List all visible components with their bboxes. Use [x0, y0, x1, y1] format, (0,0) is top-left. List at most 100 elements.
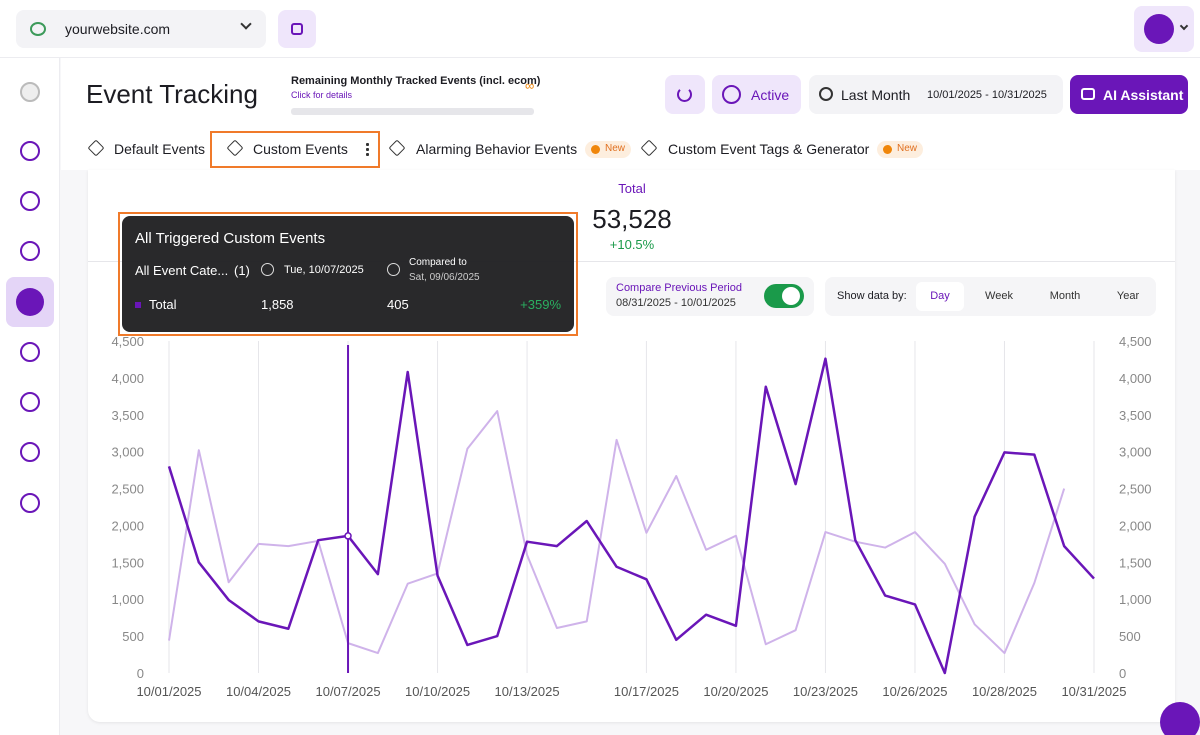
sidebar-icon[interactable] [16, 288, 44, 316]
x-tick-label: 10/28/2025 [972, 684, 1037, 699]
period-label: Last Month [841, 87, 911, 103]
y2-tick-label: 3,000 [1119, 445, 1152, 460]
period-selector[interactable] [809, 75, 1063, 114]
quota-value: ∞ [525, 78, 535, 93]
y2-tick-label: 2,000 [1119, 518, 1152, 533]
y2-tick-label: 1,500 [1119, 555, 1152, 570]
y-tick-label: 3,500 [111, 408, 144, 423]
site-name: yourwebsite.com [65, 21, 171, 37]
toggle-knob [782, 287, 800, 305]
tab-label[interactable]: Custom Events [253, 141, 348, 157]
y-tick-label: 1,000 [111, 592, 144, 607]
tab-label[interactable]: Alarming Behavior Events [416, 141, 578, 157]
sidebar-icon[interactable] [20, 241, 40, 261]
sidebar-icon[interactable] [20, 191, 40, 211]
x-tick-label: 10/10/2025 [405, 684, 470, 699]
y-tick-label: 2,500 [111, 482, 144, 497]
summary-change: +10.5% [609, 237, 655, 252]
y2-tick-label: 0 [1119, 666, 1126, 681]
tooltip-outline [118, 212, 578, 336]
granularity-label: Show data by: [837, 290, 907, 302]
tooltip-compared-date: Sat, 09/06/2025 [409, 272, 480, 283]
y2-tick-label: 500 [1119, 629, 1141, 644]
x-tick-label: 10/17/2025 [614, 684, 679, 699]
x-tick-label: 10/13/2025 [495, 684, 560, 699]
sidebar-icon[interactable] [20, 493, 40, 513]
ai-label: AI Assistant [1103, 87, 1184, 103]
ai-button[interactable] [1070, 75, 1188, 114]
tooltip-series: Total [149, 297, 177, 312]
tab-selected-outline[interactable] [210, 131, 380, 168]
ai-icon [1081, 88, 1095, 100]
tooltip-title: All Triggered Custom Events [135, 230, 326, 247]
x-tick-label: 10/31/2025 [1061, 684, 1126, 699]
granularity-option[interactable]: Day [930, 290, 950, 302]
tooltip [122, 216, 574, 332]
quota-bar [291, 108, 534, 115]
y2-tick-label: 1,000 [1119, 592, 1152, 607]
tab-menu-dots [366, 142, 369, 156]
y2-tick-label: 2,500 [1119, 482, 1152, 497]
tooltip-swatch [135, 302, 141, 308]
y-tick-label: 4,500 [111, 334, 144, 349]
tooltip-date: Tue, 10/07/2025 [284, 264, 364, 276]
external-link-icon [291, 23, 303, 35]
sidebar-icon[interactable] [20, 342, 40, 362]
period-icon [819, 87, 833, 101]
refresh-icon [677, 87, 692, 102]
x-tick-label: 10/26/2025 [882, 684, 947, 699]
sidebar-icon[interactable] [20, 392, 40, 412]
quota-label: Remaining Monthly Tracked Events (incl. … [291, 75, 541, 87]
y-tick-label: 4,000 [111, 371, 144, 386]
tooltip-previous: 405 [387, 297, 409, 312]
granularity-option[interactable]: Year [1116, 290, 1140, 302]
x-tick-label: 10/01/2025 [136, 684, 201, 699]
y-tick-label: 0 [137, 666, 144, 681]
date-range: 10/01/2025 - 10/31/2025 [927, 89, 1047, 101]
tooltip-count: (1) [234, 263, 250, 278]
site-selector[interactable] [16, 10, 266, 48]
sidebar-icon[interactable] [20, 141, 40, 161]
summary-label: Total [618, 181, 646, 196]
granularity-option[interactable]: Week [985, 290, 1013, 302]
granularity-option[interactable]: Month [1049, 290, 1081, 302]
data-line [168, 410, 1066, 655]
tooltip-category: All Event Cate... [135, 263, 229, 278]
y-tick-label: 2,000 [111, 518, 144, 533]
y-tick-label: 3,000 [111, 445, 144, 460]
badge-dot [883, 145, 892, 154]
x-tick-label: 10/04/2025 [226, 684, 291, 699]
page-title: Event Tracking [86, 79, 258, 109]
badge-dot [591, 145, 600, 154]
sidebar-icon[interactable] [20, 82, 40, 102]
y2-tick-label: 3,500 [1119, 408, 1152, 423]
granularity-box [825, 277, 1156, 316]
external-link-button[interactable] [278, 10, 316, 48]
clock-icon [387, 263, 400, 276]
x-tick-label: 10/07/2025 [315, 684, 380, 699]
tab-label[interactable]: Default Events [114, 141, 206, 157]
y-tick-label: 500 [122, 629, 144, 644]
site-icon [30, 22, 46, 36]
tooltip-compared-label: Compared to [409, 257, 467, 268]
hover-point [344, 532, 352, 540]
compare-label: Compare Previous Period [616, 282, 742, 294]
quota-link[interactable]: Click for details [291, 90, 353, 100]
y-tick-label: 1,500 [111, 555, 144, 570]
sidebar-icon[interactable] [20, 442, 40, 462]
clock-icon [261, 263, 274, 276]
x-tick-label: 10/20/2025 [703, 684, 768, 699]
divider [88, 261, 1175, 262]
tooltip-current: 1,858 [261, 297, 294, 312]
y2-tick-label: 4,000 [1119, 371, 1152, 386]
tooltip-change: +359% [520, 297, 561, 312]
summary-value: 53,528 [592, 204, 672, 234]
compare-range: 08/31/2025 - 10/01/2025 [616, 297, 736, 309]
chat-button[interactable] [1160, 702, 1200, 735]
status-label: Active [751, 87, 790, 103]
avatar [1144, 14, 1174, 44]
data-line [167, 357, 1095, 675]
status-icon [722, 85, 741, 104]
tab-label[interactable]: Custom Event Tags & Generator [668, 141, 870, 157]
